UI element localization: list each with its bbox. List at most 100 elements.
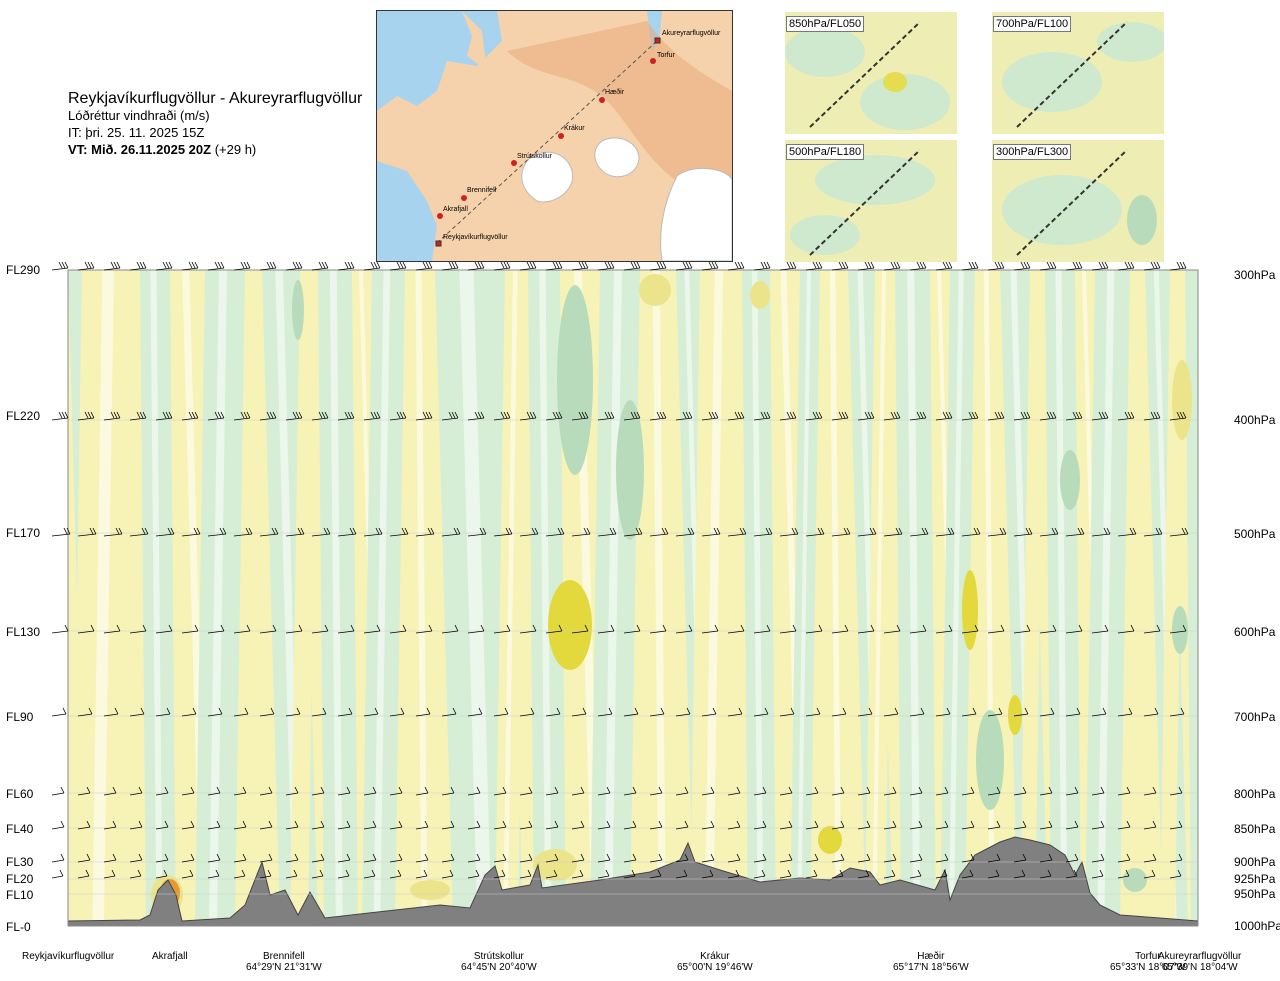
wind-barb-flag [1024, 707, 1029, 715]
wind-barb-flag [500, 411, 505, 419]
wind-barb-flag [92, 527, 97, 535]
wind-barb-flag [372, 820, 377, 828]
wind-barb-flag [633, 411, 638, 419]
wind-barb-flag [526, 411, 531, 419]
wind-barb-flag [449, 869, 454, 877]
wind-barb-flag [606, 820, 611, 828]
wind-barb-flag [508, 527, 513, 535]
wind-barb-flag [947, 527, 952, 535]
wind-barb-flag [582, 707, 587, 715]
wind-barb-flag [838, 261, 843, 269]
wind-barb [415, 267, 433, 271]
map-waypoint-reykjavikurflugvollur: Reykjavíkurflugvöllur [435, 234, 508, 247]
wind-barb-flag [504, 707, 509, 715]
hpa-label-500: 500hPa [1234, 527, 1276, 541]
wind-barb-flag [268, 820, 273, 828]
wind-barb [1091, 875, 1104, 879]
wind-barb [285, 267, 303, 271]
wind-barb [1013, 417, 1031, 421]
wind-barb [441, 826, 455, 830]
svg-text:Torfur: Torfur [657, 52, 676, 59]
wind-barb-flag [427, 527, 432, 535]
wind-barb-flag [534, 527, 539, 535]
wind-barb [987, 875, 1000, 879]
wind-barb-flag [1100, 786, 1105, 794]
wind-barb-flag [532, 261, 537, 269]
wind-barb-flag [144, 527, 149, 535]
wind-barb [987, 417, 1005, 421]
mini-map-500-label: 500hPa/FL180 [786, 144, 865, 160]
wind-barb [415, 417, 433, 421]
wind-barb-flag [631, 869, 636, 877]
wind-barb [467, 826, 481, 830]
wind-barb-flag [194, 261, 199, 269]
wind-barb-flag [1021, 869, 1026, 877]
wind-barb-flag [1000, 411, 1005, 419]
wind-barb-flag [216, 853, 221, 861]
wind-barb [285, 826, 299, 830]
wind-barb-flag [89, 527, 94, 535]
wind-barb-flag [918, 853, 923, 861]
wind-barb [1091, 826, 1105, 830]
wind-barb [233, 630, 251, 634]
wind-barb-flag [272, 624, 277, 632]
wind-barb [155, 859, 169, 863]
svg-text:Hæðir: Hæðir [605, 88, 625, 96]
wind-barb [155, 267, 173, 271]
wind-barb [597, 859, 611, 863]
wind-barb-flag [1054, 527, 1059, 535]
wind-barb-flag [370, 411, 375, 419]
wind-barb-flag [193, 527, 198, 535]
wind-barb [961, 417, 979, 421]
wind-barb-flag [610, 411, 615, 419]
wind-barb-flag [1176, 411, 1181, 419]
wind-barb-flag [116, 624, 121, 632]
wind-barb [181, 875, 194, 879]
wind-barb [389, 417, 407, 421]
wind-barb [311, 630, 329, 634]
wind-barb-flag [113, 261, 118, 269]
wind-barb-flag [638, 527, 643, 535]
wind-barb [623, 859, 637, 863]
wind-barb [363, 792, 377, 796]
wind-barb-flag [1128, 707, 1133, 715]
wind-barb-flag [918, 820, 923, 828]
wind-barb-flag [1177, 869, 1182, 877]
wind-barb-flag [996, 853, 1001, 861]
svg-text:Krákur: Krákur [564, 125, 585, 132]
wind-barb-flag [136, 411, 141, 419]
wind-barb [129, 267, 147, 271]
wind-barb-flag [426, 707, 431, 715]
wind-barb-flag [168, 411, 173, 419]
wind-barb [727, 267, 745, 271]
wind-barb [857, 417, 875, 421]
wind-barb [259, 267, 277, 271]
wind-barb-flag [1077, 527, 1082, 535]
wind-barb-flag [997, 261, 1002, 269]
wind-barb-flag [399, 411, 404, 419]
wind-barb-flag [531, 527, 536, 535]
wind-barb [545, 630, 563, 634]
wind-barb-flag [786, 261, 791, 269]
wind-barb-flag [112, 820, 117, 828]
wind-barb-flag [138, 820, 143, 828]
wind-barb [857, 533, 877, 537]
wind-barb [467, 859, 481, 863]
wind-barb-flag [188, 261, 193, 269]
wind-barb [1065, 417, 1083, 421]
wind-barb [467, 630, 485, 634]
wind-barb [493, 713, 509, 717]
wind-barb [259, 713, 275, 717]
wind-barb-flag [765, 527, 770, 535]
wind-barb-flag [712, 707, 717, 715]
wind-barb-flag [112, 853, 117, 861]
wind-barb-flag [606, 853, 611, 861]
wind-barb-flag [242, 853, 247, 861]
wind-barb-flag [476, 786, 481, 794]
wind-barb-flag [347, 261, 352, 269]
wind-barb-flag [294, 820, 299, 828]
wind-barb [805, 713, 821, 717]
wind-barb-flag [398, 786, 403, 794]
map-waypoint-brennifell: Brennifell [461, 187, 497, 201]
wind-barb-flag [502, 820, 507, 828]
